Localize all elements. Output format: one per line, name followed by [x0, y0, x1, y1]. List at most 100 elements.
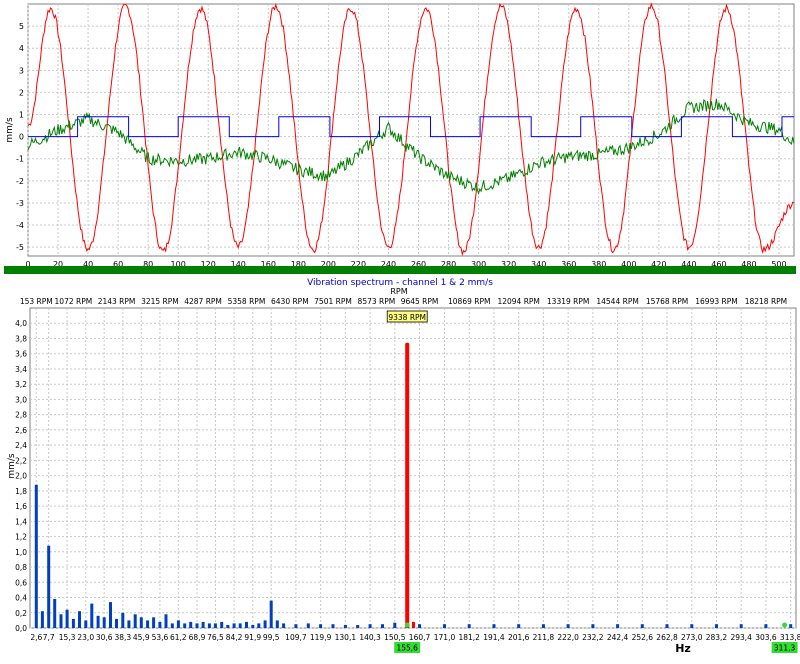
spectrum-bar — [232, 623, 236, 628]
spectrum-bar — [269, 600, 273, 628]
time-y-tick-label: -2 — [16, 177, 24, 186]
hz-marker-2[interactable]: 311,3 — [771, 622, 798, 654]
time-x-tick-label: 480 — [741, 260, 756, 269]
hz-marker-label: 311,3 — [774, 644, 796, 653]
spectrum-x-tick-label: 130,1 — [335, 633, 357, 642]
spectrum-bar — [715, 624, 718, 628]
spectrum-x-tick-label: 160,7 — [409, 633, 431, 642]
time-x-tick-label: 180 — [291, 260, 306, 269]
spectrum-bar — [207, 623, 211, 628]
spectrum-bar — [541, 624, 545, 628]
rpm-tick-label: 5358 RPM — [228, 297, 266, 306]
spectrum-bar — [467, 624, 471, 628]
time-y-tick-label: -5 — [16, 243, 24, 252]
time-x-tick-label: 200 — [321, 260, 336, 269]
spectrum-bar — [189, 621, 193, 628]
spectrum-grid — [30, 308, 796, 629]
spectrum-bar — [53, 599, 57, 628]
spectrum-bar — [331, 624, 335, 628]
time-waveform-x-ticks: 0 20 40 60 80 100 120 140 160 180 200 220 240 260 280 3… — [25, 260, 786, 269]
splitter-band[interactable] — [4, 266, 796, 274]
spectrum-x-tick-label: 181,2 — [458, 633, 480, 642]
spectrum-bar — [275, 620, 279, 628]
spectrum-bar — [282, 623, 286, 628]
spectrum-chart: RPM 153 RPM 1072 RPM 2143 RPM 3215 RPM 4287 … — [7, 287, 800, 655]
spectrum-bar — [152, 617, 156, 628]
time-x-tick-label: 440 — [681, 260, 696, 269]
spectrum-y-label: mm/s — [7, 453, 17, 479]
time-x-tick-label: 300 — [471, 260, 486, 269]
spectrum-bar — [121, 612, 125, 628]
time-x-tick-label: 140 — [231, 260, 246, 269]
spectrum-x-tick-label: 68,9 — [189, 633, 206, 642]
spectrum-bar — [127, 620, 131, 628]
spectrum-bar — [59, 614, 63, 628]
spectrum-x-tick-label: 30,6 — [96, 633, 113, 642]
spectrum-x-ticks: 2,6 7,7 15,3 23,0 30,6 38,3 45,9 53,6 61,2 68,9 76… — [30, 633, 800, 642]
spectrum-bar — [257, 623, 261, 628]
spectrum-bar — [40, 611, 44, 628]
time-x-tick-label: 380 — [591, 260, 606, 269]
spectrum-bar — [183, 623, 187, 628]
rpm-tick-label: 7501 RPM — [314, 297, 352, 306]
rpm-tick-label: 8573 RPM — [358, 297, 396, 306]
time-y-tick-label: 4 — [19, 44, 24, 53]
time-waveform-chart: 0 20 40 60 80 100 120 140 160 180 200 220 240 260 280 3… — [5, 2, 795, 269]
spectrum-bar — [343, 625, 347, 628]
spectrum-x-tick-label: 232,2 — [582, 633, 604, 642]
rpm-tick-label: 14544 RPM — [596, 297, 638, 306]
spectrum-x-tick-label: 150,5 — [384, 633, 406, 642]
spectrum-bar — [65, 609, 69, 628]
spectrum-x-tick-label: 99,5 — [263, 633, 280, 642]
rpm-marker[interactable]: 9338 RPM — [386, 310, 428, 323]
spectrum-bar — [263, 620, 267, 628]
spectrum-bar — [566, 624, 570, 628]
hz-marker-1[interactable]: 155,6 — [394, 622, 421, 654]
spectrum-peak — [405, 342, 415, 628]
spectrum-bar — [102, 617, 106, 628]
spectrum-x-tick-label: 242,4 — [607, 633, 629, 642]
spectrum-peak-dot — [405, 342, 410, 347]
rpm-tick-label: 2143 RPM — [98, 297, 136, 306]
spectrum-bar — [739, 624, 743, 628]
spectrum-y-tick-label: 1,4 — [15, 517, 27, 526]
time-x-tick-label: 240 — [381, 260, 396, 269]
spectrum-y-tick-label: 3,8 — [15, 334, 27, 343]
spectrum-bar — [47, 545, 51, 628]
time-x-tick-label: 340 — [531, 260, 546, 269]
time-y-tick-label: 1 — [19, 111, 24, 120]
spectrum-bar — [640, 624, 644, 628]
hz-marker-box — [394, 642, 421, 653]
rpm-tick-label: 4287 RPM — [184, 297, 222, 306]
rpm-tick-label: 153 RPM — [20, 297, 53, 306]
spectrum-bar — [158, 621, 162, 628]
spectrum-bar — [176, 620, 180, 628]
spectrum-bar — [34, 484, 38, 628]
spectrum-x-tick-label: 313,8 — [780, 633, 800, 642]
spectrum-bar — [245, 621, 248, 628]
time-waveform-grid — [27, 4, 794, 256]
rpm-tick-label: 16993 RPM — [695, 297, 737, 306]
spectrum-y-tick-label: 1,8 — [15, 487, 27, 496]
time-x-tick-label: 80 — [143, 260, 153, 269]
spectrum-bar — [492, 624, 496, 628]
time-x-tick-label: 260 — [411, 260, 426, 269]
spectrum-y-tick-label: 3,0 — [15, 395, 27, 404]
spectrum-markers: 9338 RPM 155,6 311,3 — [386, 310, 798, 654]
spectrum-y-tick-label: 1,0 — [15, 548, 27, 557]
rpm-tick-label: 13319 RPM — [547, 297, 589, 306]
rpm-tick-label: 18218 RPM — [745, 297, 787, 306]
spectrum-y-tick-label: 0,4 — [15, 594, 27, 603]
spectrum-x-tick-label: 211,8 — [533, 633, 555, 642]
spectrum-x-tick-label: 140,3 — [359, 633, 381, 642]
spectrum-bar — [201, 621, 205, 628]
spectrum-bar — [443, 624, 446, 628]
spectrum-peak-bar — [405, 344, 410, 628]
spectrum-bar — [170, 623, 174, 628]
spectrum-y-tick-label: 2,8 — [15, 411, 27, 420]
hz-marker-dot — [404, 622, 410, 628]
time-x-tick-label: 60 — [113, 260, 123, 269]
spectrum-x-tick-label: 283,2 — [706, 633, 728, 642]
spectrum-x-tick-label: 38,3 — [114, 633, 131, 642]
hz-marker-dot — [782, 622, 788, 628]
